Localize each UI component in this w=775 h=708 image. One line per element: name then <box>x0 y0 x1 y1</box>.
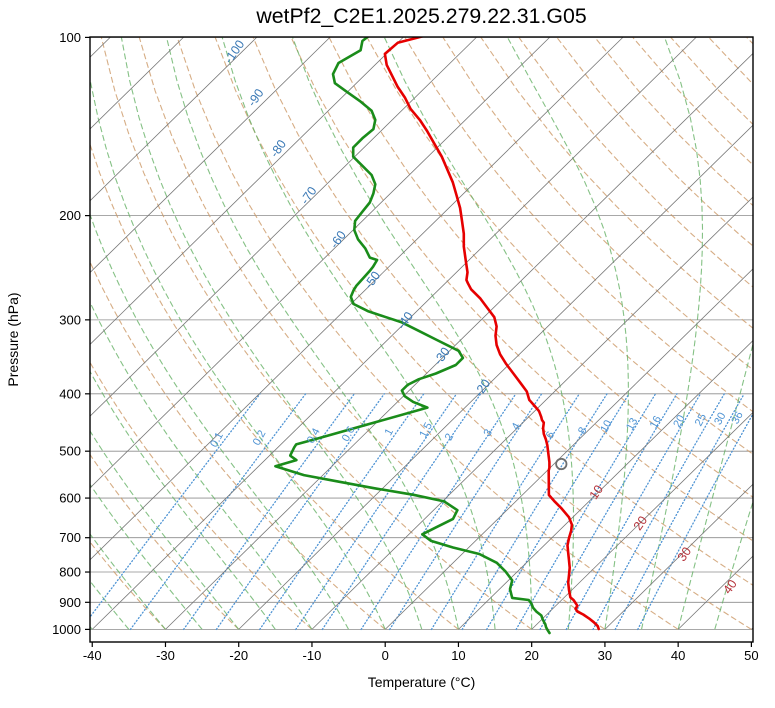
svg-text:900: 900 <box>59 595 81 610</box>
svg-text:Pressure (hPa): Pressure (hPa) <box>5 292 21 386</box>
svg-text:10: 10 <box>451 648 465 663</box>
svg-text:Temperature (°C): Temperature (°C) <box>368 674 476 690</box>
svg-text:300: 300 <box>59 312 81 327</box>
svg-text:200: 200 <box>59 208 81 223</box>
svg-text:0: 0 <box>382 648 389 663</box>
svg-text:wetPf2_C2E1.2025.279.22.31.G05: wetPf2_C2E1.2025.279.22.31.G05 <box>255 4 586 28</box>
svg-text:700: 700 <box>59 530 81 545</box>
svg-text:500: 500 <box>59 444 81 459</box>
svg-text:100: 100 <box>59 30 81 45</box>
svg-text:-20: -20 <box>229 648 248 663</box>
svg-text:50: 50 <box>744 648 758 663</box>
svg-text:-10: -10 <box>303 648 322 663</box>
svg-text:-40: -40 <box>83 648 102 663</box>
svg-text:20: 20 <box>524 648 538 663</box>
svg-text:600: 600 <box>59 491 81 506</box>
svg-text:800: 800 <box>59 565 81 580</box>
svg-text:30: 30 <box>598 648 612 663</box>
svg-text:40: 40 <box>671 648 685 663</box>
svg-text:-30: -30 <box>156 648 175 663</box>
svg-text:1000: 1000 <box>52 622 81 637</box>
svg-text:400: 400 <box>59 386 81 401</box>
